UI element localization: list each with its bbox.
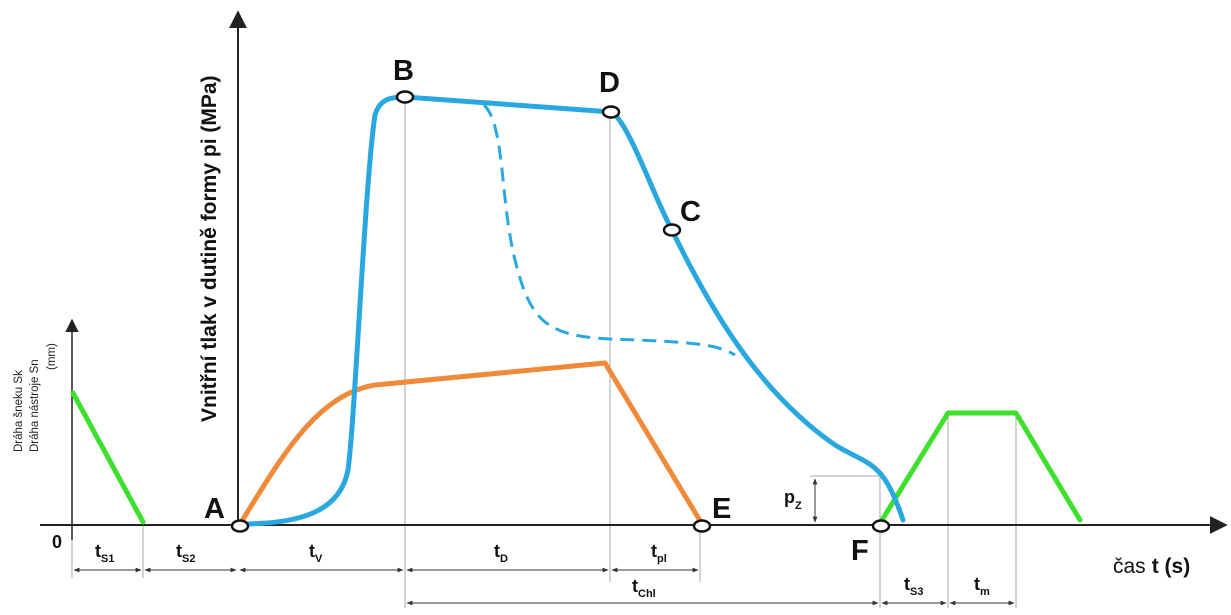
pressure-curve [237, 94, 906, 527]
marker-b [395, 90, 415, 104]
x-axis-label: čas t (s) [1113, 555, 1190, 578]
y-axis-pressure-label: Vnitřní tlak v dutině formy pi (MPa) [198, 75, 221, 422]
interval-tv: tV [309, 541, 323, 565]
marker-a [230, 519, 250, 533]
pz-label-sub: Z [795, 500, 802, 512]
interval-ts1: tS1 [95, 541, 114, 565]
point-label-f: F [851, 535, 869, 567]
tool-path-right-segment [879, 410, 1083, 523]
y-axis-path-unit: (mm) [46, 343, 58, 370]
marker-c [662, 223, 682, 237]
svg-text:pZ: pZ [784, 487, 802, 512]
point-label-d: D [599, 67, 620, 99]
point-markers [230, 90, 891, 533]
pz-dimension: pZ [784, 478, 818, 523]
interval-tm: tm [974, 574, 990, 598]
point-label-a: A [204, 493, 225, 525]
point-label-e: E [712, 493, 731, 525]
interval-ts3: tS3 [904, 574, 923, 598]
pressure-dashed-curve [482, 103, 736, 357]
screw-path-curve [237, 360, 705, 527]
tool-path-left-segment [70, 390, 146, 525]
x-axis-label-symbol: t (s) [1152, 555, 1191, 578]
y-axis-tool-label: Dráha nástroje Sn [29, 359, 41, 452]
guide-lines [71, 100, 1017, 608]
interval-td: tD [494, 541, 508, 565]
interval-ts2: tS2 [176, 541, 195, 565]
x-axis-label-prefix: čas [1113, 555, 1146, 578]
interval-tchl: tChl [632, 576, 656, 600]
point-label-b: B [393, 55, 414, 87]
origin-label: 0 [52, 532, 62, 552]
marker-f [871, 519, 891, 533]
interval-tpl: tpl [651, 541, 667, 565]
marker-d [601, 105, 621, 119]
point-label-c: C [680, 196, 701, 228]
marker-e [692, 519, 712, 533]
pz-label-main: p [784, 487, 795, 507]
interval-dimensions [73, 567, 1015, 606]
y-axis-screw-label: Dráha šneku Sk [13, 370, 25, 452]
